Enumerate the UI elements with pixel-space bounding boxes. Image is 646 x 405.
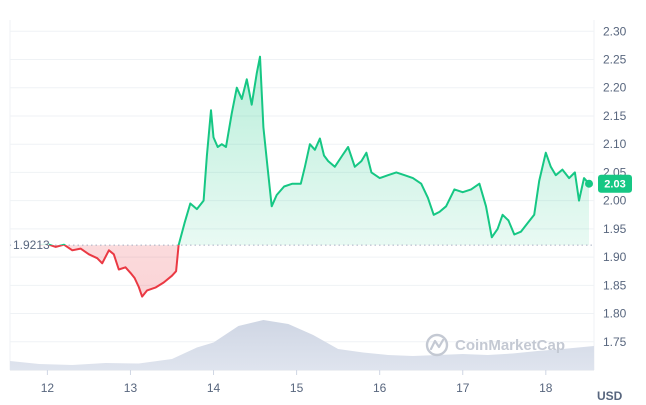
price-line-down [39, 245, 180, 298]
area-fill-up [39, 56, 589, 246]
y-tick-label: 1.85 [603, 278, 627, 292]
current-price-label: 2.03 [604, 179, 625, 191]
watermark-text: CoinMarketCap [455, 337, 565, 354]
x-tick-label: 18 [539, 381, 553, 395]
reference-value-label: 1.9213 [13, 238, 50, 252]
y-tick-label: 2.25 [603, 53, 627, 67]
watermark: CoinMarketCap [425, 333, 565, 357]
y-tick-label: 1.80 [603, 307, 627, 321]
y-axis: 1.751.801.851.901.952.002.052.102.152.20… [603, 24, 627, 348]
area-fill-down [39, 245, 179, 297]
volume-area [10, 320, 594, 370]
x-tick-label: 12 [41, 381, 55, 395]
y-tick-label: 2.20 [603, 81, 627, 95]
y-tick-label: 1.95 [603, 222, 627, 236]
y-tick-label: 2.15 [603, 109, 627, 123]
current-price-badge: 2.03 [598, 174, 632, 193]
y-tick-label: 1.75 [603, 335, 627, 349]
y-tick-label: 1.90 [603, 250, 627, 264]
reference-label: 1.9213 [11, 237, 50, 253]
current-price-dot [585, 179, 594, 188]
y-tick-label: 2.00 [603, 194, 627, 208]
coinmarketcap-logo-icon [425, 333, 449, 357]
x-axis: 12 13 14 15 16 17 18 [41, 370, 553, 395]
x-tick-label: 15 [290, 381, 304, 395]
currency-unit-label: USD [597, 389, 623, 403]
price-line-up [38, 55, 590, 246]
x-tick-label: 16 [373, 381, 387, 395]
x-tick-label: 17 [456, 381, 470, 395]
x-tick-label: 13 [124, 381, 138, 395]
y-tick-label: 2.30 [603, 24, 627, 38]
y-tick-label: 2.10 [603, 137, 627, 151]
x-tick-label: 14 [207, 381, 221, 395]
